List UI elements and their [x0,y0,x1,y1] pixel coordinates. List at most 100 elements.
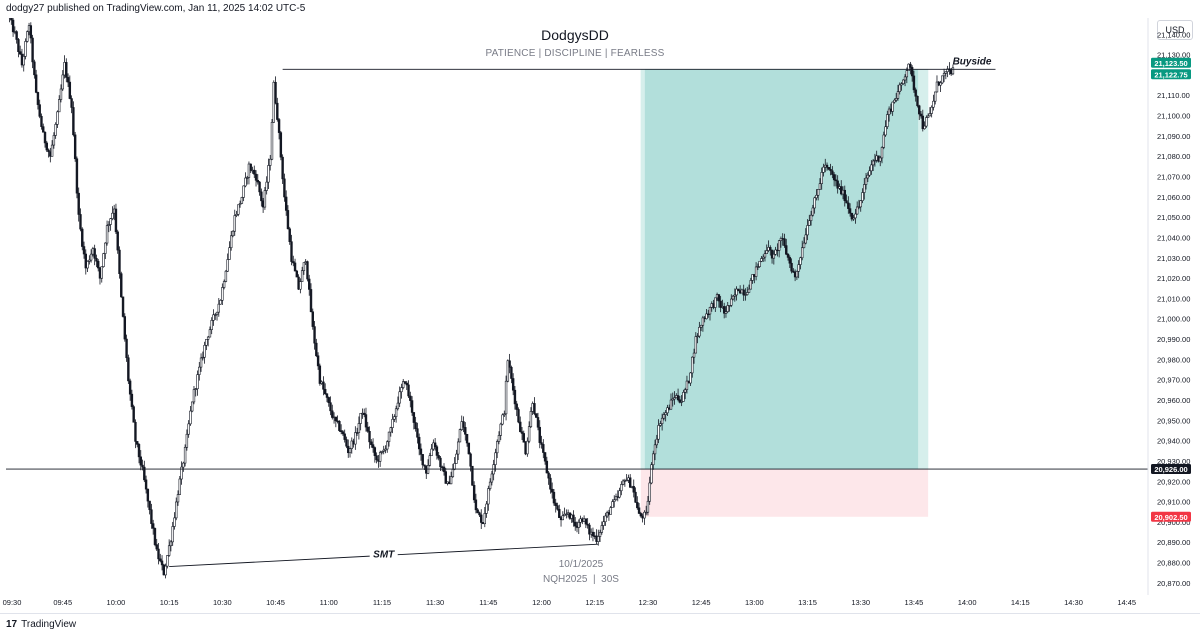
candle-body [714,297,717,308]
price-tick-label: 21,040.00 [1157,233,1190,242]
tradingview-logo-icon[interactable]: 17 [6,619,18,630]
candle-body [31,37,34,63]
candle-body [597,536,600,542]
candle-body [511,378,515,391]
candle-body [214,314,217,316]
candle-body [150,509,153,524]
candle-body [435,446,439,456]
candle-body [660,417,664,424]
candle-body [783,238,786,246]
candle-body [464,427,467,435]
candle-body [932,100,935,108]
candle-body [765,250,768,254]
candle-body [857,206,861,208]
candle-body [545,460,549,474]
candle-body [22,56,25,66]
candle-body [462,421,465,428]
candle-body [942,73,946,77]
candle-body [655,438,658,446]
candle-body [879,157,882,162]
candle-body [951,67,955,75]
candle-body [146,488,150,502]
candle-body [485,503,488,514]
price-label-text: 20,926.00 [1154,465,1187,474]
candle-body [43,131,47,144]
candle-body [134,421,137,442]
footer: 17 TradingView [0,613,1200,634]
candle-body [45,142,48,151]
candle-body [208,329,212,338]
candle-body [82,246,86,255]
candle-body [416,428,419,438]
candle-body [203,344,206,358]
price-tick-label: 20,910.00 [1157,498,1190,507]
candle-body [313,326,316,344]
candle-body [921,115,924,130]
candle-body [17,39,20,52]
candle-body [77,192,80,215]
candle-body [185,433,189,448]
candle-body [625,479,628,482]
price-tick-label: 20,950.00 [1157,416,1190,425]
candle-body [637,507,641,514]
candle-body [217,303,220,313]
candle-body [359,412,362,424]
candle-body [380,450,384,453]
candle-body [81,228,84,247]
candle-body [400,387,403,393]
candle-body [125,338,128,359]
candle-body [54,124,57,136]
candle-body [591,531,595,537]
candle-body [270,121,274,160]
candle-body [808,220,811,226]
candle-body [437,455,440,459]
candle-body [632,486,635,493]
candle-body [86,261,89,269]
price-label-text: 20,902.50 [1154,513,1187,522]
position-tool[interactable] [640,69,929,517]
candle-body [813,197,816,209]
candle-body [128,380,132,395]
candle-body [728,305,731,307]
currency-button[interactable]: USD [1157,20,1193,40]
price-axis[interactable]: 20,870.0020,880.0020,890.0020,900.0020,9… [1147,18,1191,595]
time-axis[interactable]: 09:30 09:45 10:00 10:15 10:30 10:45 11:00 11:15… [3,598,1137,607]
candle-body [100,266,103,279]
candle-body [281,156,284,180]
candle-body [269,158,272,166]
candle-body [178,478,181,495]
candle-body [137,444,141,458]
candle-body [391,418,394,428]
candle-body [26,31,29,42]
candle-body [935,81,939,93]
candle-body [176,494,180,503]
price-chart[interactable]: Buyside SMT 20,870.00 20,880.00 20,890.00 20… [0,18,1200,613]
candle-body [238,203,242,206]
candle-body [868,170,871,176]
candle-body [348,448,352,454]
time-tick-label: 13:00 [745,598,764,607]
candle-body [345,439,348,447]
candle-body [116,231,119,251]
loss-zone [640,469,929,517]
candle-body [944,71,948,74]
candle-body [308,278,311,290]
smt-label-bg [369,547,398,560]
candle-body [870,164,873,172]
candle-body [325,393,329,398]
candle-body [196,374,199,390]
candle-body [698,326,701,337]
candle-body [471,465,474,486]
candle-body [375,455,378,461]
candle-body [724,311,728,314]
candle-body [887,108,891,115]
candle-body [42,126,45,133]
candle-body [547,472,550,479]
candle-body [187,423,190,435]
candle-body [903,76,907,81]
candle-body [224,270,228,282]
candle-body [487,488,490,505]
candle-body [558,508,561,518]
price-tick-label: 20,920.00 [1157,477,1190,486]
candle-body [893,99,896,103]
